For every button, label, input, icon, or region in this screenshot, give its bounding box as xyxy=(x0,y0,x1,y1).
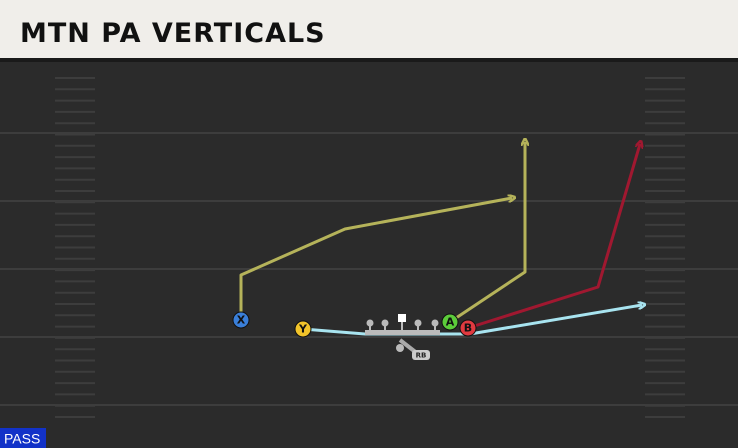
play-type-tag xyxy=(0,428,46,448)
header-border xyxy=(0,58,738,62)
player-y xyxy=(294,320,312,338)
player-label: Y xyxy=(298,323,308,336)
player-label: RB xyxy=(416,352,427,360)
center xyxy=(398,314,406,322)
rb-badge xyxy=(412,350,430,360)
player-label: B xyxy=(464,322,472,335)
player-label: X xyxy=(237,314,246,327)
field xyxy=(0,60,738,448)
yard-lines xyxy=(0,132,738,406)
route-x xyxy=(239,198,512,320)
line-bar xyxy=(365,330,440,335)
offensive-line xyxy=(365,314,440,352)
player-label: A xyxy=(446,316,455,329)
route-a xyxy=(449,142,525,324)
header xyxy=(0,0,738,60)
play-title: MTN PA VERTICALS xyxy=(20,18,326,49)
play-type: PASS xyxy=(4,431,40,447)
routes xyxy=(239,142,642,356)
route-b xyxy=(467,144,640,330)
player-a xyxy=(441,313,459,331)
player-x xyxy=(232,311,250,329)
player-b xyxy=(459,319,477,337)
hash-marks xyxy=(55,77,685,418)
